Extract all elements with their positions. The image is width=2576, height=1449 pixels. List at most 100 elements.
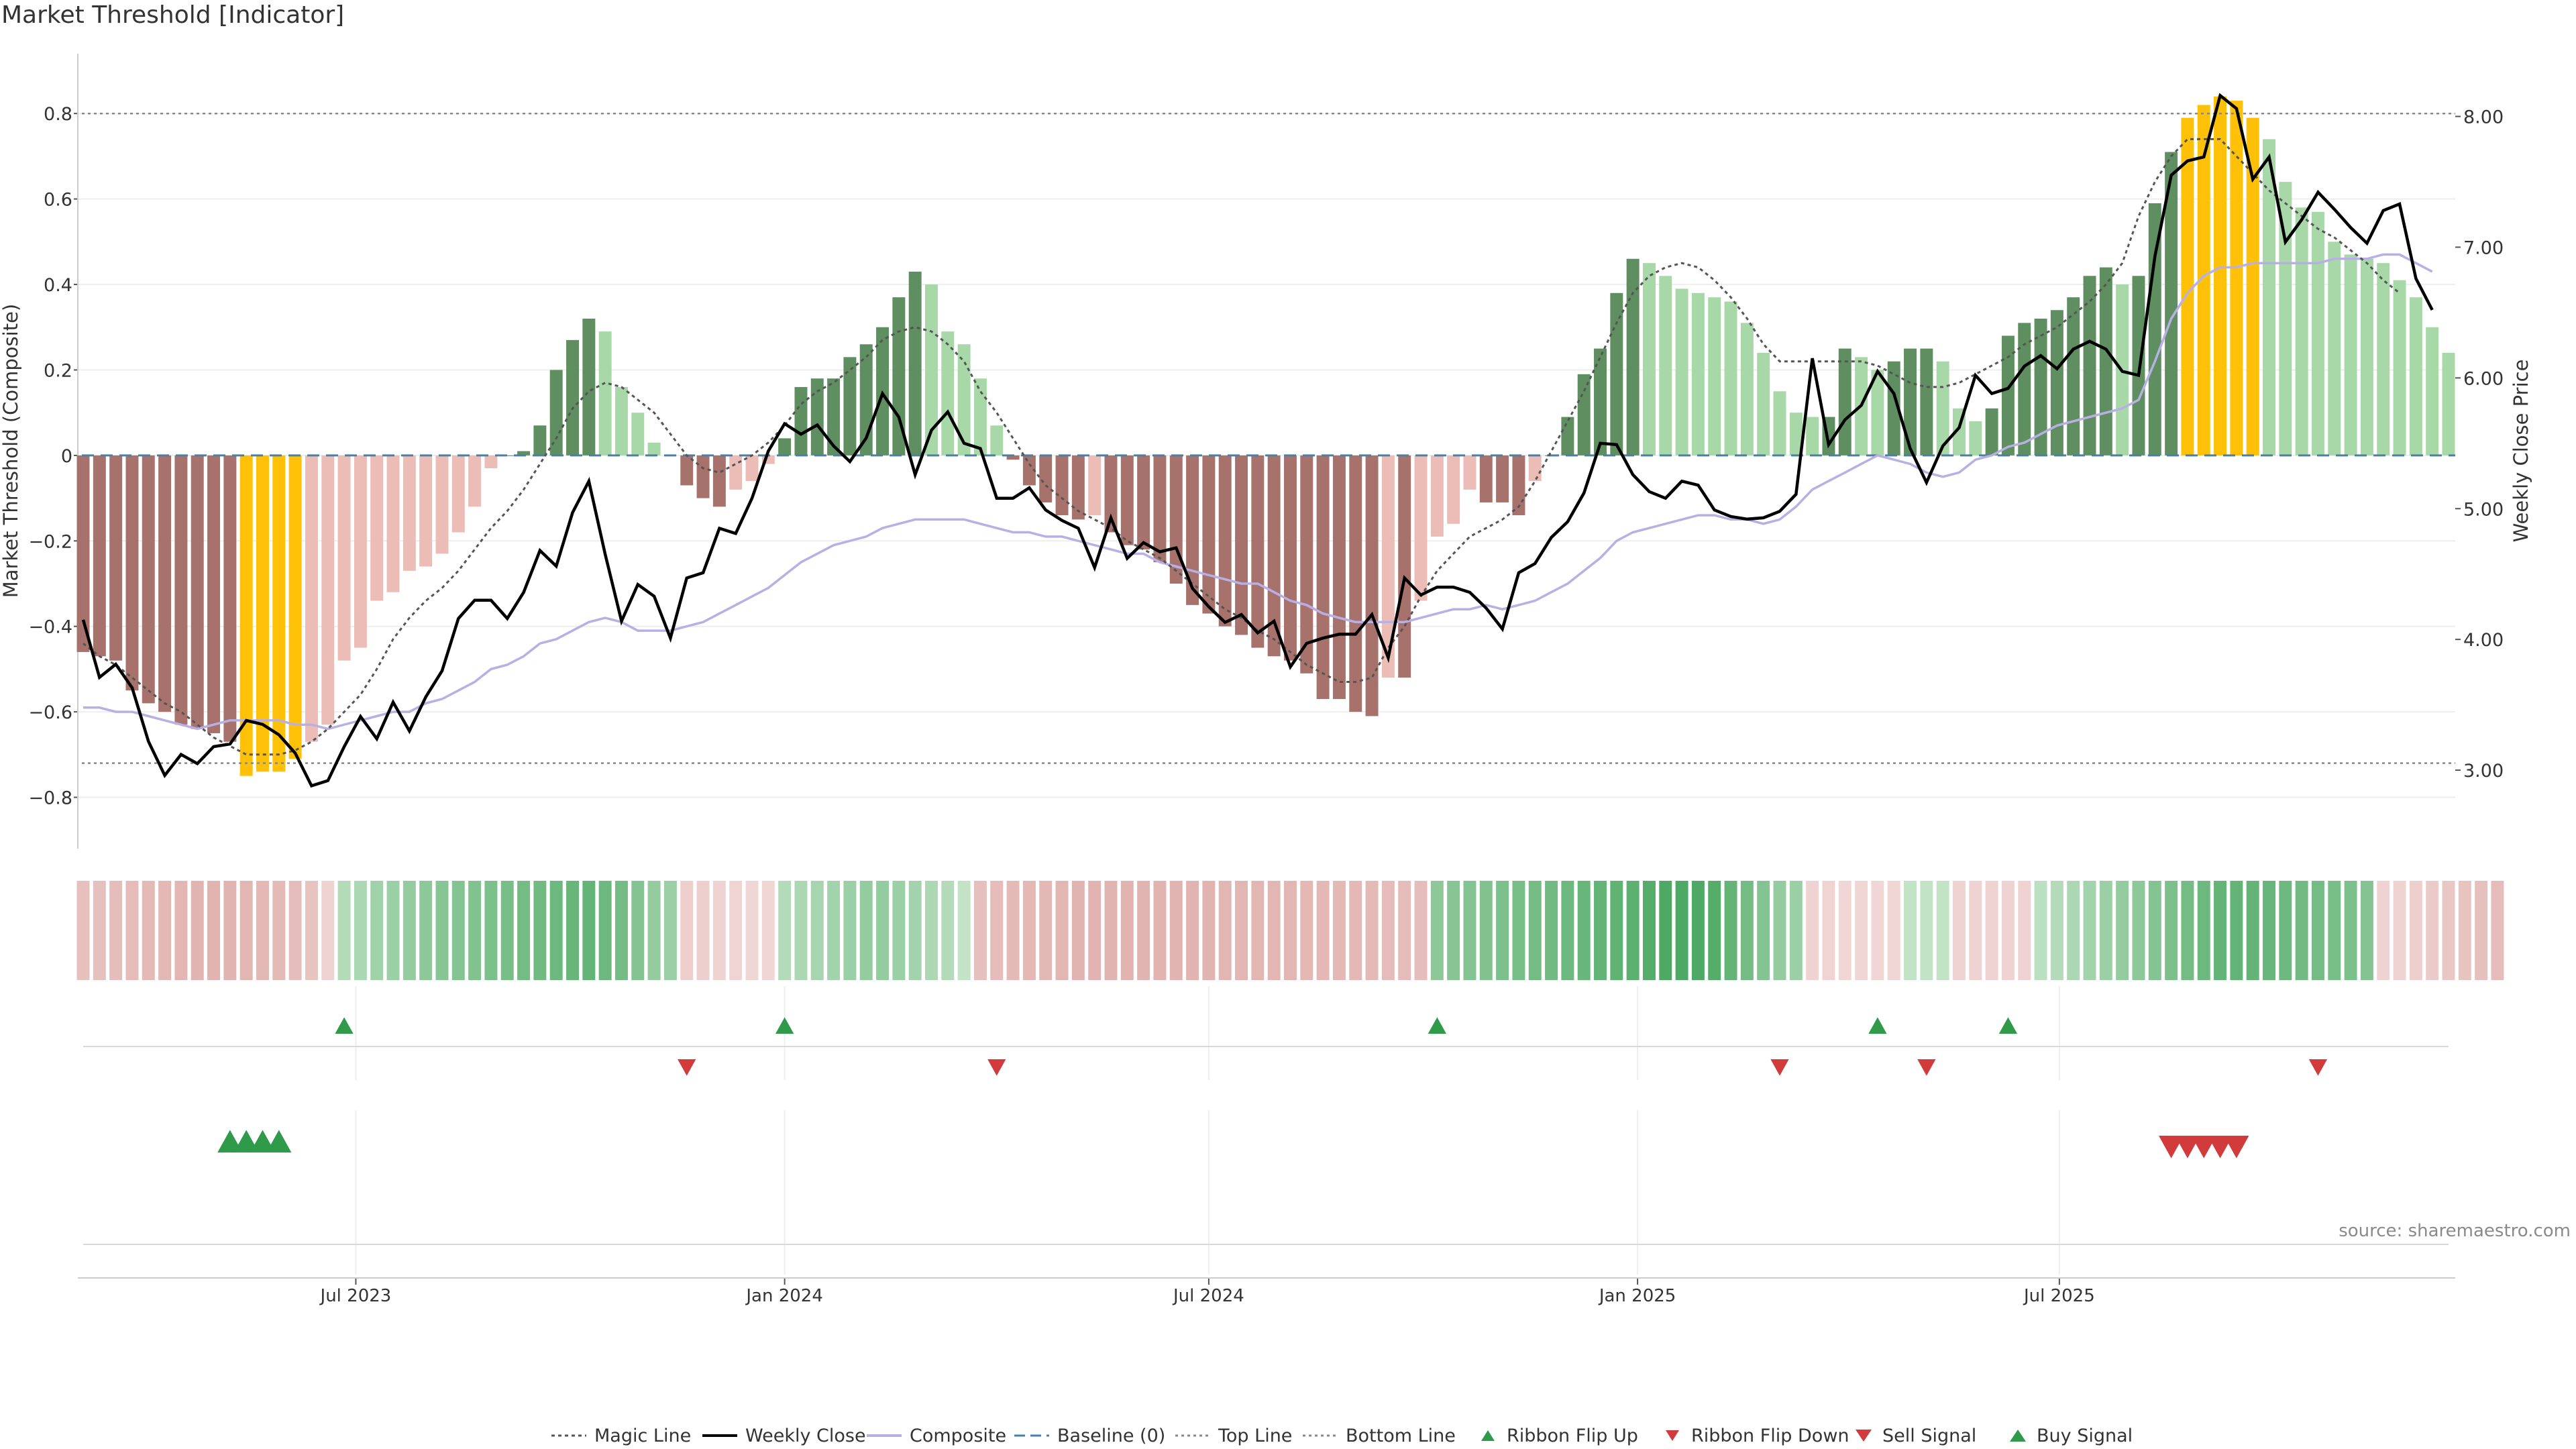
ribbon-cell [2328,881,2341,980]
sell-signal-marker [2191,1136,2216,1159]
composite-bar [1153,455,1167,563]
ribbon-cell [2181,881,2194,980]
composite-bar [191,455,204,729]
ribbon-cell [1561,881,1574,980]
ribbon-cell [2083,881,2096,980]
composite-bar [696,455,710,498]
composite-bar [1789,413,1803,455]
composite-bar [1691,292,1705,455]
composite-bar [2181,117,2194,455]
composite-bar [1463,455,1477,490]
composite-bar [957,344,971,455]
legend-item: Magic Line [550,1422,691,1449]
ribbon-cell [2001,881,2015,980]
ribbon-flip-up-marker [1428,1017,1446,1034]
ribbon-cell [745,881,759,980]
ribbon-cell [1235,881,1248,980]
ribbon-cell [2458,881,2471,980]
ribbon-cell [2214,881,2227,980]
ribbon-flip-down-marker [2308,1059,2328,1076]
ribbon-cell [1724,881,1737,980]
composite-bar [2426,327,2439,455]
ribbon-cell [1202,881,1216,980]
composite-bar [1039,455,1053,502]
ribbon-cell [2426,881,2439,980]
ribbon-cell [843,881,857,980]
ribbon-cell [305,881,318,980]
ribbon-cell [1006,881,1020,980]
ribbon-cell [2132,881,2145,980]
ribbon-cell [566,881,580,980]
composite-bar [533,425,547,455]
ribbon-cell [1153,881,1167,980]
ribbon-cell [908,881,922,980]
ribbon-cell [272,881,286,980]
composite-line [83,253,2433,731]
composite-bar [2034,319,2047,455]
x-tick-label: Jul 2025 [2023,1286,2095,1306]
ribbon-cell [2263,881,2275,980]
ribbon-cell [2393,881,2406,980]
composite-bar [109,455,123,661]
legend-swatch-icon [2006,1428,2037,1444]
composite-bar [1936,361,1949,455]
ribbon-cell [1267,881,1281,980]
composite-bar [468,455,482,507]
composite-bar [2246,117,2259,455]
composite-bar [435,455,449,554]
ribbon-cell [2050,881,2063,980]
legend-swatch-icon [701,1429,745,1442]
y-left-tick-label: 0 [61,446,72,467]
legend-label: Ribbon Flip Down [1691,1425,1849,1446]
y-left-tick-label: 0.2 [44,360,72,381]
ribbon-flip-up-marker [1998,1017,2018,1034]
ribbon-cell [1757,881,1770,980]
composite-bars [76,96,2455,776]
legend-swatch-icon [550,1429,594,1442]
composite-bar [337,455,351,661]
ribbon-cell [696,881,710,980]
axes [74,54,2461,1285]
grid-lines [78,113,2455,1275]
ribbon-cell [1137,881,1150,980]
ribbon-cell [1659,881,1672,980]
signal-markers [217,1017,2328,1159]
ribbon-cell [451,881,465,980]
buy-signal-marker [233,1130,259,1152]
composite-bar [321,455,335,725]
chart-title: Market Threshold [Indicator] [1,1,345,29]
ribbon-cell [142,881,155,980]
sell-signal-marker [2159,1136,2184,1159]
ribbon-cell [1088,881,1102,980]
ribbon-cell [2311,881,2324,980]
composite-bar [93,455,106,657]
composite-bar [2099,267,2112,455]
sell-signal-marker [2224,1136,2249,1159]
ribbon-cell [990,881,1004,980]
composite-bar [2067,297,2080,455]
ribbon-cell [712,881,726,980]
y-right-tick-label: 7.00 [2463,237,2504,258]
composite-bar [305,455,318,742]
ribbon-cell [125,881,139,980]
ribbon-cell [2344,881,2357,980]
ribbon-cell [1740,881,1754,980]
ribbon-cell [1186,881,1199,980]
ribbon-cell [207,881,221,980]
composite-bar [223,455,237,742]
composite-bar [2214,96,2227,455]
composite-bar [908,271,922,455]
ribbon-cell [1071,881,1085,980]
ribbon-cell [810,881,824,980]
composite-bar [1757,352,1770,455]
ribbon-cell [1708,881,1721,980]
ribbon-cell [223,881,237,980]
composite-bar [598,331,612,455]
composite-bar [1104,455,1118,533]
legend-label: Composite [910,1425,1007,1446]
ribbon-cell [2067,881,2080,980]
composite-bar [1528,455,1542,482]
composite-bar [614,386,628,455]
composite-bar [1659,276,1672,455]
composite-bar [1708,297,1721,455]
